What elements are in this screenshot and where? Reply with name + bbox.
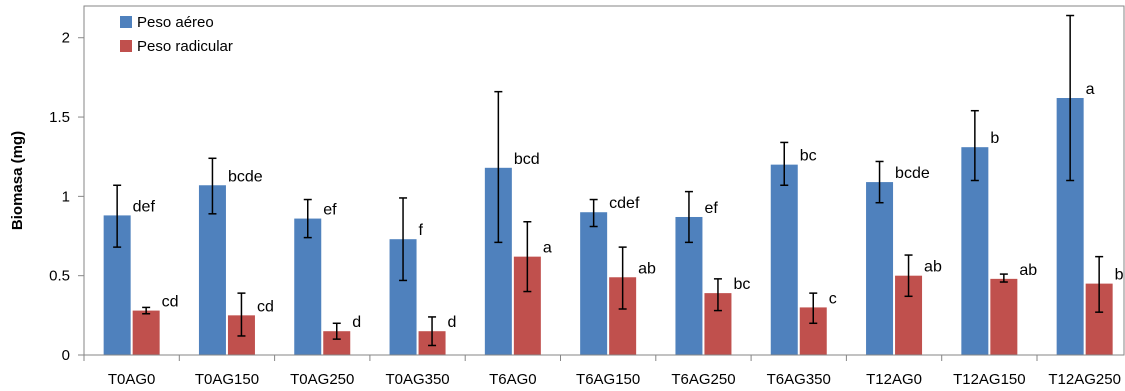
significance-label: c bbox=[829, 290, 837, 307]
x-tick-label: T6AG0 bbox=[489, 371, 537, 388]
x-tick-label: T0AG350 bbox=[385, 371, 449, 388]
x-tick-label: T12AG150 bbox=[953, 371, 1026, 388]
legend: Peso aéreo Peso radicular bbox=[120, 14, 233, 55]
legend-swatch bbox=[120, 40, 132, 52]
significance-label: b bbox=[1115, 267, 1124, 284]
x-tick-label: T12AG0 bbox=[866, 371, 922, 388]
significance-label: bc bbox=[733, 276, 750, 293]
significance-label: d bbox=[448, 314, 457, 331]
x-tick-label: T6AG250 bbox=[671, 371, 735, 388]
bar-aereo bbox=[580, 212, 608, 355]
significance-label: a bbox=[1086, 81, 1095, 98]
y-tick-label: 1 bbox=[62, 188, 70, 205]
significance-label: b bbox=[990, 130, 999, 147]
bar-radicular bbox=[990, 278, 1018, 355]
bar-radicular bbox=[323, 331, 351, 355]
x-tick-label: T12AG250 bbox=[1048, 371, 1121, 388]
plot-frame bbox=[83, 5, 1125, 356]
plot-area: def bcde ef f bcd cdef ef bc bcde b a cd cd d d a ab bc c a… bbox=[103, 14, 1124, 355]
significance-label: ef bbox=[323, 202, 337, 219]
y-tick-label: 1.5 bbox=[49, 109, 70, 126]
significance-label: ef bbox=[704, 200, 718, 217]
significance-label: def bbox=[133, 198, 156, 215]
significance-label: bcd bbox=[514, 151, 540, 168]
y-axis-title: Biomasa (mg) bbox=[9, 131, 26, 230]
bar-aereo bbox=[866, 182, 894, 355]
y-tick-label: 2 bbox=[62, 30, 70, 47]
significance-label: bc bbox=[800, 148, 817, 165]
x-tick-label: T0AG250 bbox=[290, 371, 354, 388]
significance-label: ab bbox=[1019, 262, 1037, 279]
significance-label: cdef bbox=[609, 195, 640, 212]
significance-label: d bbox=[352, 314, 361, 331]
x-tick-label: T6AG350 bbox=[767, 371, 831, 388]
bar-aereo bbox=[961, 147, 989, 355]
axes: 0 0.5 1 1.5 2 T0AG0 T0AG150 T0AG250 T0AG350 T6AG0… bbox=[49, 5, 1125, 388]
significance-label: ab bbox=[638, 260, 656, 277]
significance-label: cd bbox=[257, 298, 274, 315]
significance-label: f bbox=[419, 222, 424, 239]
significance-label: a bbox=[543, 240, 552, 257]
significance-label: ab bbox=[924, 259, 942, 276]
significance-label: bcde bbox=[895, 165, 930, 182]
bar-aereo bbox=[294, 218, 322, 355]
legend-label: Peso radicular bbox=[137, 38, 233, 55]
legend-label: Peso aéreo bbox=[137, 14, 214, 31]
bar-radicular bbox=[132, 310, 160, 355]
x-tick-label: T0AG150 bbox=[195, 371, 259, 388]
significance-label: cd bbox=[162, 294, 179, 311]
y-tick-label: 0.5 bbox=[49, 268, 70, 285]
significance-label: bcde bbox=[228, 168, 263, 185]
legend-swatch bbox=[120, 16, 132, 28]
y-tick-label: 0 bbox=[62, 347, 70, 364]
bar-aereo bbox=[770, 164, 798, 355]
x-tick-label: T6AG150 bbox=[576, 371, 640, 388]
x-tick-label: T0AG0 bbox=[108, 371, 156, 388]
